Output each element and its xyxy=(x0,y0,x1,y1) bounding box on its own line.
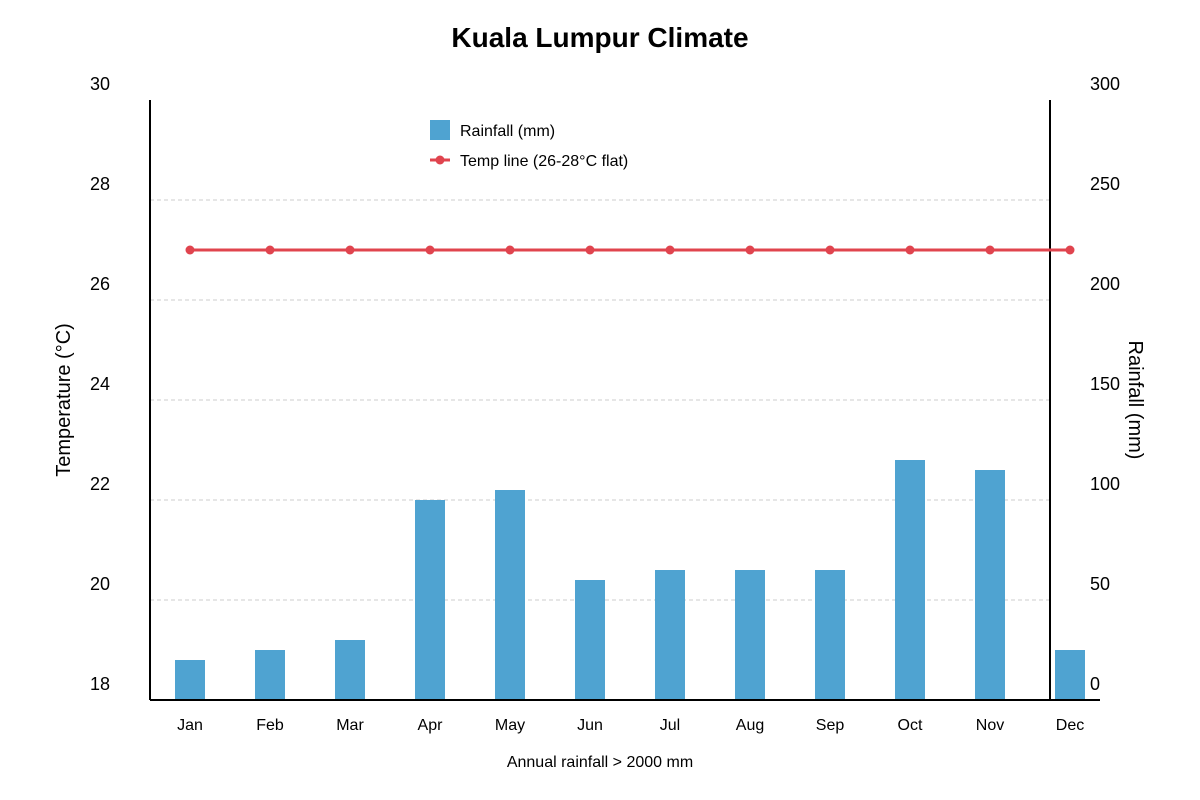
y-right-tick-label: 250 xyxy=(1090,174,1120,194)
x-tick-label: Jul xyxy=(660,717,680,734)
rainfall-bar xyxy=(575,580,605,700)
y-left-tick-label: 30 xyxy=(90,74,110,94)
temperature-point xyxy=(1065,245,1075,255)
y-left-tick-label: 18 xyxy=(90,674,110,694)
y-right-tick-label: 150 xyxy=(1090,374,1120,394)
rainfall-bar xyxy=(415,500,445,700)
x-tick-label: Apr xyxy=(418,717,444,734)
temperature-point xyxy=(265,245,275,255)
y-right-axis-title: Rainfall (mm) xyxy=(1124,341,1146,460)
rainfall-bar xyxy=(655,570,685,700)
y-left-tick-label: 26 xyxy=(90,274,110,294)
temperature-point xyxy=(905,245,915,255)
y-right-tick-label: 300 xyxy=(1090,74,1120,94)
temperature-point xyxy=(665,245,675,255)
x-tick-label: Aug xyxy=(736,717,764,734)
y-right-tick-label: 100 xyxy=(1090,474,1120,494)
rainfall-bar xyxy=(255,650,285,700)
y-left-tick-label: 22 xyxy=(90,474,110,494)
x-tick-label: May xyxy=(495,717,525,734)
y-right-tick-label: 0 xyxy=(1090,674,1100,694)
rainfall-bar xyxy=(815,570,845,700)
temperature-point xyxy=(745,245,755,255)
rainfall-bar xyxy=(895,460,925,700)
y-right-tick-label: 50 xyxy=(1090,574,1110,594)
x-tick-label: Dec xyxy=(1056,717,1084,734)
x-tick-label: Oct xyxy=(898,717,923,734)
legend-rainfall-swatch xyxy=(430,120,450,140)
y-right-tick-label: 200 xyxy=(1090,274,1120,294)
chart-title: Kuala Lumpur Climate xyxy=(451,22,749,53)
x-tick-label: Feb xyxy=(256,717,284,734)
temperature-point xyxy=(585,245,595,255)
temperature-point xyxy=(825,245,835,255)
y-left-tick-label: 24 xyxy=(90,374,110,394)
y-left-tick-label: 20 xyxy=(90,574,110,594)
rainfall-bar xyxy=(735,570,765,700)
legend-temp-marker xyxy=(435,155,445,165)
y-left-axis-title: Temperature (°C) xyxy=(53,323,75,477)
temperature-point xyxy=(425,245,435,255)
y-left-tick-label: 28 xyxy=(90,174,110,194)
temperature-point xyxy=(985,245,995,255)
temperature-point xyxy=(185,245,195,255)
temperature-point xyxy=(505,245,515,255)
x-tick-label: Jan xyxy=(177,717,203,734)
x-axis-label: Annual rainfall > 2000 mm xyxy=(506,754,694,771)
rainfall-bar xyxy=(335,640,365,700)
x-tick-label: Nov xyxy=(976,717,1004,734)
rainfall-bar xyxy=(1055,650,1085,700)
x-tick-label: Sep xyxy=(816,717,845,734)
temperature-point xyxy=(345,245,355,255)
rainfall-bar xyxy=(495,490,525,700)
x-tick-label: Mar xyxy=(336,717,364,734)
legend-rainfall-label: Rainfall (mm) xyxy=(460,123,555,140)
legend-temp-label: Temp line (26-28°C flat) xyxy=(460,153,628,170)
rainfall-bar xyxy=(175,660,205,700)
x-tick-label: Jun xyxy=(577,717,603,734)
rainfall-bar xyxy=(975,470,1005,700)
